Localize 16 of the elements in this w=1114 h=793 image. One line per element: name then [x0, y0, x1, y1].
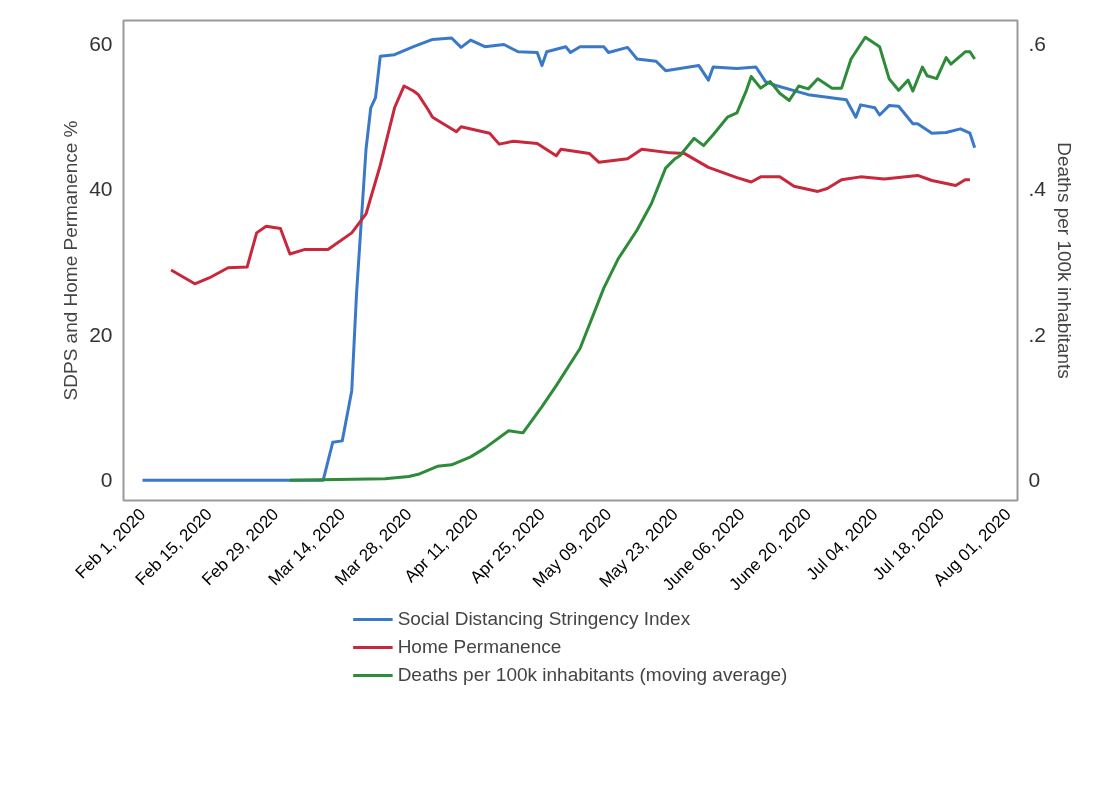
y2-tick-label: 0 — [1028, 468, 1041, 492]
y-axis-title: SDPS and Home Permanence % — [60, 120, 82, 401]
y2-axis-title: Deaths per 100k inhabitants — [1054, 142, 1076, 379]
y-tick-label: 0 — [100, 468, 113, 492]
line-series — [141, 36, 977, 482]
legend-label: Deaths per 100k inhabitants (moving average) — [397, 664, 788, 686]
y2-tick-label: .4 — [1028, 177, 1047, 201]
y-tick-label: 20 — [89, 322, 113, 346]
y2-tick-label: .2 — [1028, 322, 1047, 346]
y-tick-label: 60 — [89, 31, 113, 55]
y-tick-label: 40 — [89, 177, 113, 201]
legend-label: Social Distancing Stringency Index — [397, 608, 691, 630]
y2-tick-label: .6 — [1028, 31, 1047, 55]
line-series — [169, 84, 972, 286]
line-series — [288, 35, 977, 482]
legend-label: Home Permanence — [397, 636, 562, 658]
